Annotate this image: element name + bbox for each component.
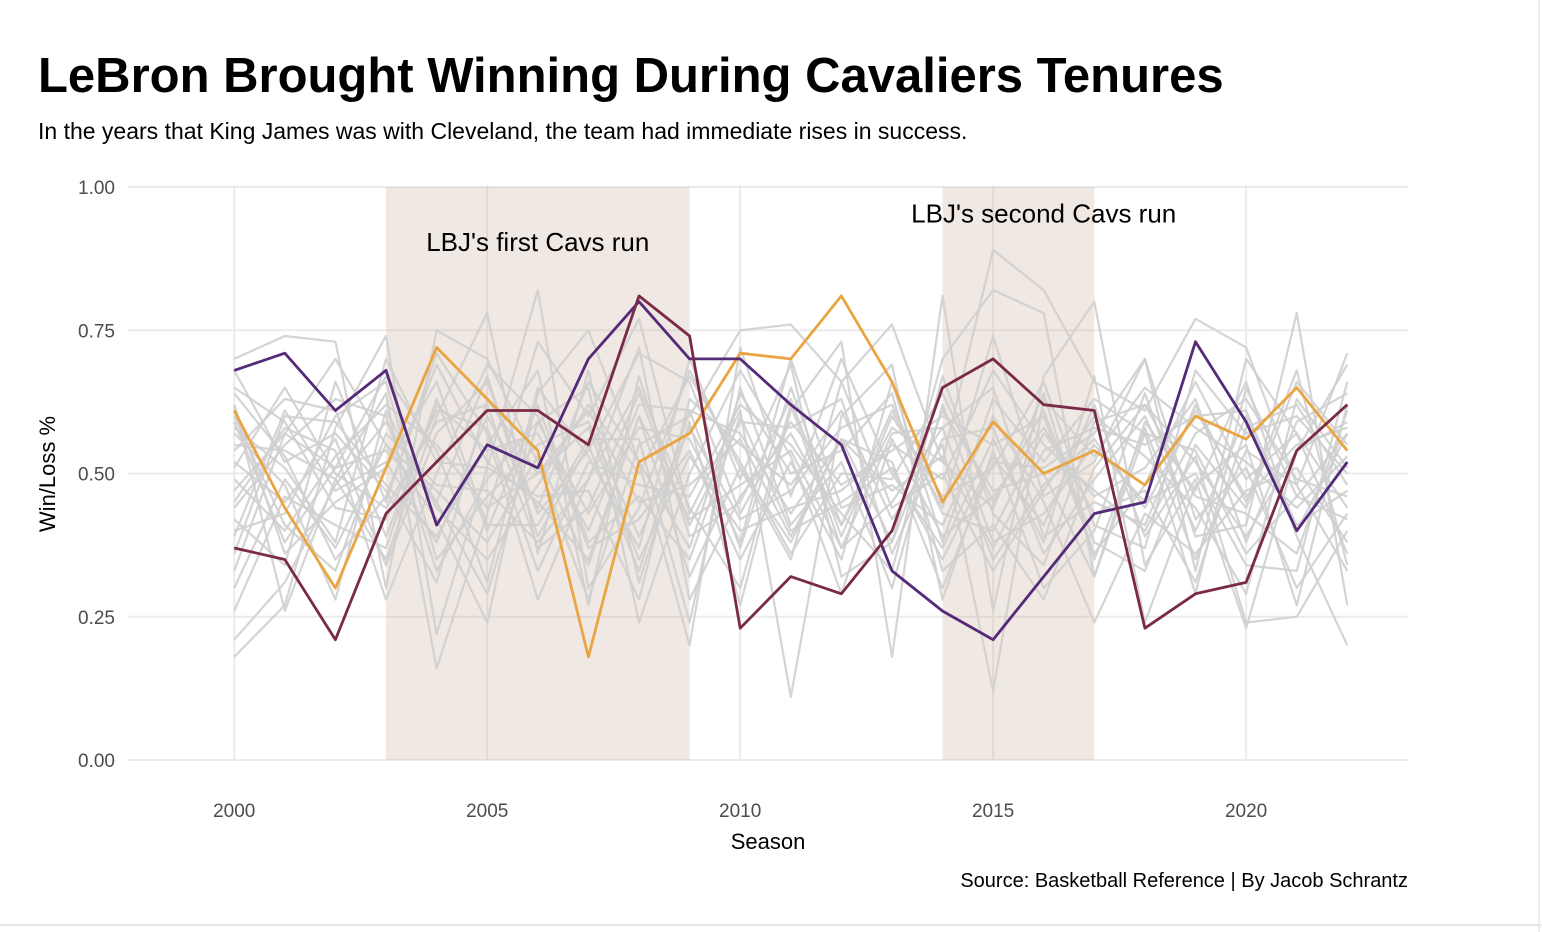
highlighted-series-layer bbox=[232, 294, 1349, 659]
background-series-line-0 bbox=[233, 248, 1349, 601]
background-series-line-25 bbox=[233, 375, 1349, 573]
x-tick-label-1: 2005 bbox=[466, 801, 508, 822]
shaded-region-label-1: LBJ's second Cavs run bbox=[911, 199, 1176, 229]
y-tick-label-4: 1.00 bbox=[78, 178, 115, 199]
x-tick-label-4: 2020 bbox=[1225, 801, 1267, 822]
highlighted-series-line-0 bbox=[232, 294, 1349, 659]
y-tick-label-3: 0.75 bbox=[78, 321, 115, 342]
background-series-line-2 bbox=[233, 312, 1349, 699]
bottom-border bbox=[0, 924, 1542, 926]
background-series-line-14 bbox=[233, 369, 1348, 561]
grid-layer bbox=[128, 185, 1408, 761]
x-axis-title: Season bbox=[731, 829, 806, 854]
y-tick-label-1: 0.25 bbox=[78, 608, 115, 629]
background-series-line-24 bbox=[233, 397, 1349, 624]
x-tick-label-3: 2015 bbox=[972, 801, 1014, 822]
x-tick-label-2: 2010 bbox=[719, 801, 761, 822]
x-tick-label-0: 2000 bbox=[213, 801, 255, 822]
y-axis-title: Win/Loss % bbox=[35, 416, 60, 532]
tick-label-layer: 0.00 0.25 0.50 0.75 1.00 2000 2005 2010 2015 2020 bbox=[78, 178, 1267, 822]
background-series-line-3 bbox=[234, 294, 1349, 659]
highlighted-series-line-2 bbox=[233, 294, 1349, 642]
background-series-line-4 bbox=[233, 329, 1349, 647]
annotation-layer: LBJ's first Cavs run LBJ's second Cavs ru… bbox=[426, 199, 1176, 258]
chart-caption: Source: Basketball Reference | By Jacob … bbox=[960, 870, 1408, 892]
shaded-region-label-0: LBJ's first Cavs run bbox=[426, 227, 649, 257]
chart-title: LeBron Brought Winning During Cavaliers … bbox=[38, 49, 1224, 103]
background-series-line-17 bbox=[233, 357, 1349, 693]
right-border bbox=[1538, 0, 1540, 932]
highlighted-series-line-1 bbox=[233, 300, 1349, 642]
chart-subtitle: In the years that King James was with Cl… bbox=[38, 118, 968, 144]
background-series-line-20 bbox=[233, 363, 1348, 601]
y-tick-label-0: 0.00 bbox=[78, 751, 115, 772]
background-series-line-26 bbox=[233, 363, 1348, 561]
y-tick-label-2: 0.50 bbox=[78, 465, 115, 486]
background-series-line-5 bbox=[233, 334, 1349, 601]
